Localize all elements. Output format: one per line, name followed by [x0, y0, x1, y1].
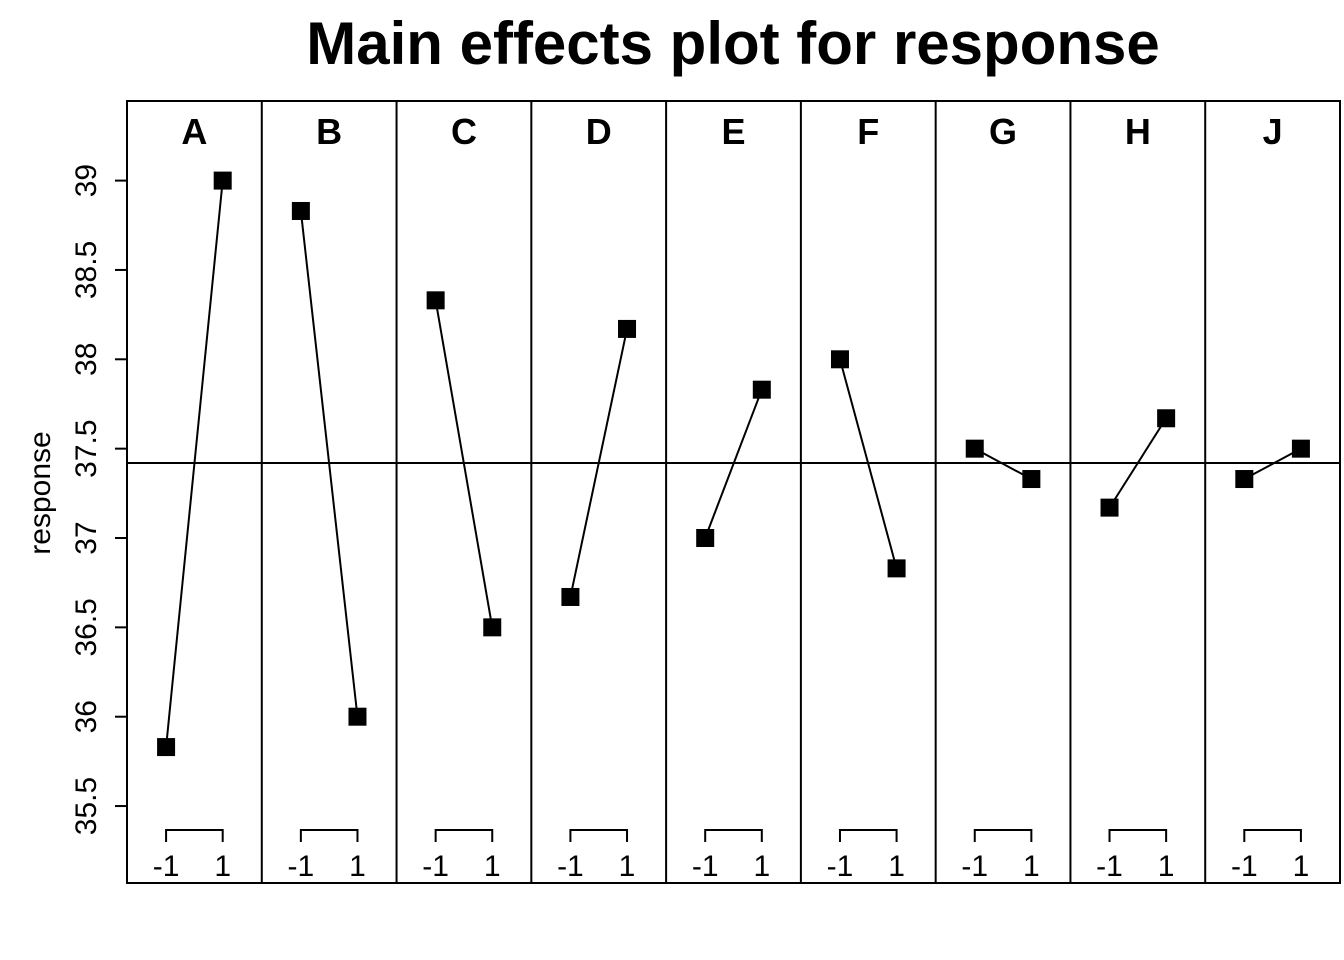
point-f-low — [830, 350, 849, 369]
x-tick-label-d-high: 1 — [619, 850, 636, 883]
x-tick-label-g-high: 1 — [1023, 850, 1040, 883]
panel-label-e: E — [721, 111, 745, 152]
effect-line-f — [839, 359, 898, 569]
y-tick-label: 38.5 — [70, 241, 103, 299]
y-tick-label: 37.5 — [70, 419, 103, 477]
point-b-high — [348, 707, 367, 726]
x-axis-bracket-d — [569, 829, 629, 842]
x-tick-label-f-low: -1 — [827, 850, 854, 883]
panel-label-g: G — [989, 111, 1017, 152]
point-c-low — [426, 291, 445, 310]
x-axis-bracket-f — [838, 829, 898, 842]
panels-group: A -1 1 B -1 1 C -1 1 D -1 1 E -1 1 F -1 1 G -1 1 H -1 1 J -1 1 — [126, 100, 1341, 884]
point-d-low — [561, 587, 580, 606]
panel-label-d: D — [586, 111, 612, 152]
y-tick-label: 36 — [70, 700, 103, 733]
y-tick-label: 35.5 — [70, 777, 103, 835]
x-tick-label-g-low: -1 — [961, 850, 988, 883]
x-axis-bracket-c — [434, 829, 494, 842]
point-b-low — [291, 201, 310, 220]
effect-line-d — [569, 328, 629, 598]
x-tick-label-b-low: -1 — [288, 850, 315, 883]
y-tick-label: 37 — [70, 521, 103, 554]
point-e-low — [696, 529, 715, 547]
plot-frame — [126, 100, 1341, 884]
y-tick-label: 36.5 — [70, 598, 103, 656]
x-axis-bracket-h — [1108, 829, 1168, 842]
effect-line-j — [1243, 447, 1302, 480]
effect-line-a — [165, 180, 224, 748]
point-e-high — [752, 380, 771, 399]
panel-label-f: F — [857, 111, 879, 152]
panel-label-c: C — [451, 111, 477, 152]
x-axis-bracket-j — [1243, 829, 1302, 842]
effect-line-c — [434, 300, 494, 628]
x-axis-bracket-g — [973, 829, 1033, 842]
effect-line-g — [974, 447, 1032, 480]
x-axis-bracket-e — [704, 829, 763, 842]
x-tick-label-c-high: 1 — [484, 850, 501, 883]
point-g-high — [1022, 470, 1041, 489]
point-a-high — [213, 171, 232, 190]
point-f-high — [887, 559, 906, 578]
chart-title: Main effects plot for response — [306, 10, 1159, 77]
point-a-low — [157, 738, 176, 757]
effect-line-e — [704, 389, 763, 539]
point-c-high — [483, 618, 502, 637]
x-tick-label-e-low: -1 — [692, 850, 719, 883]
x-tick-label-a-low: -1 — [153, 850, 180, 883]
x-tick-label-b-high: 1 — [349, 850, 366, 883]
x-tick-label-e-high: 1 — [753, 850, 770, 883]
effect-line-b — [299, 210, 359, 717]
x-tick-label-j-low: -1 — [1231, 850, 1258, 883]
x-tick-label-d-low: -1 — [557, 850, 584, 883]
point-j-high — [1291, 439, 1310, 458]
panel-label-j: J — [1263, 111, 1283, 152]
panel-label-b: B — [316, 111, 342, 152]
panel-label-h: H — [1125, 111, 1151, 152]
point-h-low — [1100, 498, 1119, 517]
y-axis-label: response — [24, 431, 57, 554]
x-tick-label-c-low: -1 — [422, 850, 449, 883]
point-d-high — [618, 319, 637, 338]
y-tick-label: 39 — [70, 164, 103, 197]
x-tick-label-h-low: -1 — [1096, 850, 1123, 883]
point-g-low — [965, 439, 984, 458]
x-tick-label-h-high: 1 — [1158, 850, 1175, 883]
point-h-high — [1157, 409, 1176, 428]
x-axis-bracket-a — [165, 829, 224, 842]
effect-line-h — [1108, 417, 1167, 509]
y-tick-label: 38 — [70, 343, 103, 376]
point-j-low — [1235, 470, 1254, 489]
x-tick-label-a-high: 1 — [214, 850, 231, 883]
y-axis: 35.5 36 36.5 37 37.5 38 38.5 39 — [70, 164, 127, 835]
x-tick-label-j-high: 1 — [1293, 850, 1310, 883]
x-axis-bracket-b — [299, 829, 359, 842]
x-tick-label-f-high: 1 — [888, 850, 905, 883]
panel-label-a: A — [181, 111, 207, 152]
